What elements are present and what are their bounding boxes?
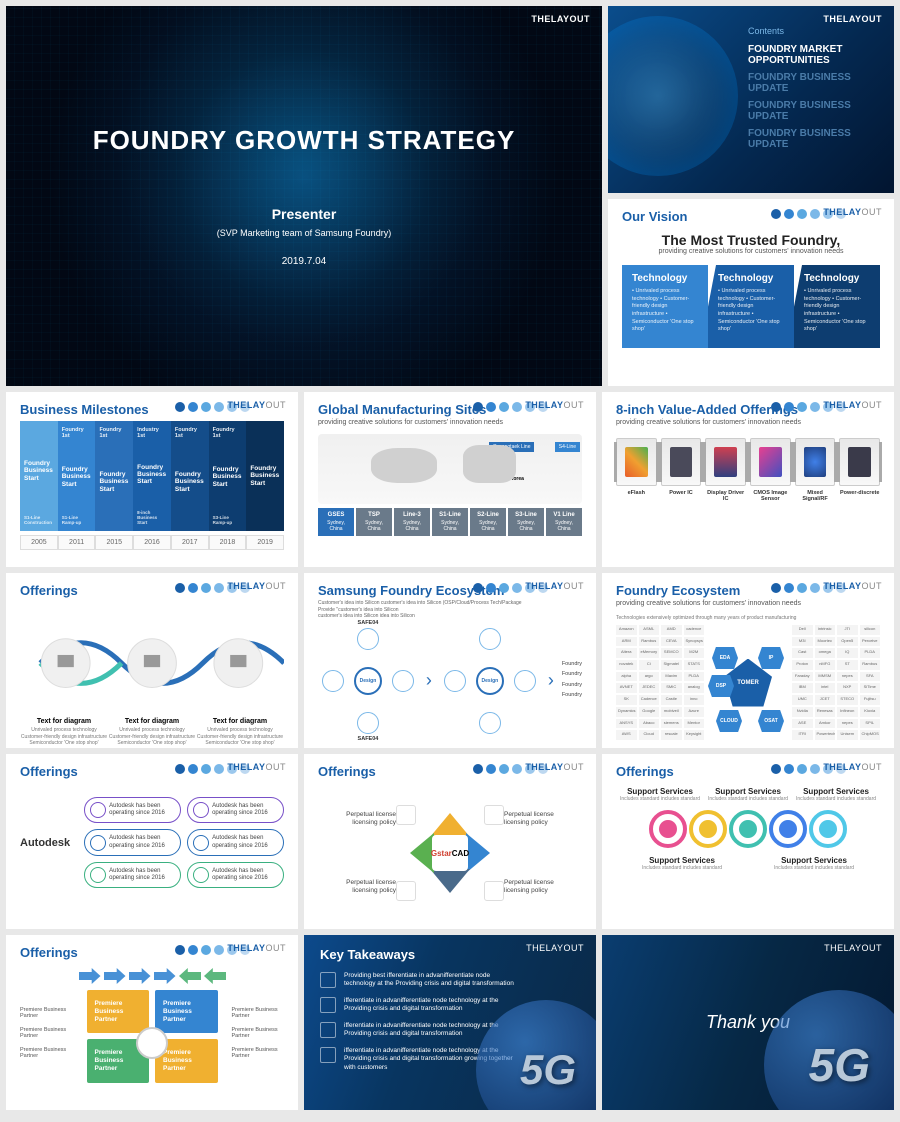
brand-logo: THELAYOUT (525, 400, 584, 410)
vision-columns: Technology• Unrivaled process technology… (622, 265, 880, 348)
support-circles (616, 810, 880, 848)
slide-gstar: THELAYOUT Offerings Perpetual license li… (304, 754, 596, 929)
partner-logos-left: AmazonASMLAMDcadenceARMRambusCEVASynopsy… (616, 625, 704, 740)
slide-foundry-eco: THELAYOUT Foundry Ecosystem providing cr… (602, 573, 894, 748)
brand-logo: THELAYOUT (525, 762, 584, 772)
brand-logo: THELAYOUT (823, 581, 882, 591)
bullet-icon (320, 1047, 336, 1063)
slide-milestones: THELAYOUT Business Milestones Foundry Bu… (6, 392, 298, 567)
brand-logo: THELAYOUT (823, 762, 882, 772)
eco-list: FoundryFoundryFoundryFoundry (562, 660, 582, 701)
eco-diagram: Design SAFE04 SAFE04 › Design › FoundryF… (318, 626, 582, 736)
feco-sub: providing creative solutions for custome… (616, 600, 880, 607)
curve-items: Text for diagramUnrivaled process techno… (20, 718, 284, 747)
document-icon (484, 805, 504, 825)
slide-key-takeaways: THELAYOUT Key Takeaways Providing best i… (304, 935, 596, 1110)
eco-bullets: Customer's idea into Silicon customer's … (318, 600, 582, 620)
slide-contents: THELAYOUT Contents FOUNDRY MARKET OPPORT… (608, 6, 894, 193)
contents-item: FOUNDRY MARKET OPPORTUNITIES (748, 44, 874, 66)
globe-icon (476, 1000, 596, 1110)
document-icon (136, 1027, 168, 1059)
document-icon (396, 805, 416, 825)
milestones-years: 2005201120152016201720182019 (20, 535, 284, 550)
brand-logo: THELAYOUT (823, 207, 882, 217)
chips-row: eFlash Power IC Display Driver IC CMOS I… (616, 438, 880, 502)
document-icon (484, 881, 504, 901)
vision-sub: providing creative solutions for custome… (622, 248, 880, 255)
brand-logo: THELAYOUT (525, 581, 584, 591)
presenter: Presenter (272, 206, 337, 222)
globe-icon (764, 990, 894, 1110)
slide-support: THELAYOUT Offerings Support ServicesIncl… (602, 754, 894, 929)
autodesk-layout: Autodesk Autodesk has been operating sin… (20, 797, 284, 888)
slide-value-added: THELAYOUT 8-inch Value-Added Offerings p… (602, 392, 894, 567)
gstar-center: GstarCAD (414, 817, 486, 889)
slide-flow: THELAYOUT Offerings Premiere Business Pa… (6, 935, 298, 1110)
contents-item: FOUNDRY BUSINESS UPDATE (748, 72, 874, 94)
milestones-chart: Foundry Business StartS1-Line Constructi… (20, 421, 284, 531)
brand-logo: THELAYOUT (227, 762, 286, 772)
date: 2019.7.04 (282, 256, 327, 267)
brand-logo: THELAYOUT (531, 14, 590, 24)
brand-logo: THELAYOUT (823, 400, 882, 410)
brand-logo: THELAYOUT (526, 943, 584, 953)
document-icon (396, 881, 416, 901)
slide-samsung-eco: THELAYOUT Samsung Foundry Ecosystem Cust… (304, 573, 596, 748)
brand-logo: THELAYOUT (227, 581, 286, 591)
slide-thank-you: THELAYOUT Thank you (602, 935, 894, 1110)
contents-item: FOUNDRY BUSINESS UPDATE (748, 128, 874, 150)
brand-logo: THELAYOUT (824, 943, 882, 953)
support-layout: Support ServicesIncludes standard includ… (616, 787, 880, 871)
sites-bar: GSESSydney, China TSPSydney, China Line-… (318, 508, 582, 536)
arrow-icon: › (426, 670, 432, 691)
slide-autodesk: THELAYOUT Offerings Autodesk Autodesk ha… (6, 754, 298, 929)
bullet-icon (320, 972, 336, 988)
flow-layout: Premiere Business PartnerPremiere Busine… (20, 968, 284, 1098)
brand-logo: THELAYOUT (823, 14, 882, 24)
value-sub: providing creative solutions for custome… (616, 419, 880, 426)
brand-logo: THELAYOUT (227, 400, 286, 410)
contents-heading: Contents (748, 26, 874, 36)
slide-title: THELAYOUT FOUNDRY GROWTH STRATEGY Presen… (6, 6, 602, 386)
partner-logos-right: DellintrinsicJTIsiliconM3IMoortecOpen5Pe… (792, 625, 880, 740)
curve-diagram (20, 608, 284, 708)
vision-headline: The Most Trusted Foundry, (622, 232, 880, 248)
eco-big-diagram: AmazonASMLAMDcadenceARMRambusCEVASynopsy… (616, 625, 880, 740)
contents-item: FOUNDRY BUSINESS UPDATE (748, 100, 874, 122)
arrow-icon: › (548, 670, 554, 691)
world-map: Pyeongtaek Line Pyeongtaek, Korea S4-Lin… (318, 434, 582, 504)
brand-logo: THELAYOUT (227, 943, 286, 953)
sites-sub: providing creative solutions for custome… (318, 419, 582, 426)
bullet-icon (320, 997, 336, 1013)
gstar-layout: Perpetual license licensing policy Perpe… (318, 793, 582, 913)
presenter-role: (SVP Marketing team of Samsung Foundry) (217, 228, 391, 238)
autodesk-logo: Autodesk (20, 837, 70, 849)
main-title: FOUNDRY GROWTH STRATEGY (93, 125, 516, 156)
bullet-icon (320, 1022, 336, 1038)
slide-vision: THELAYOUT Our Vision The Most Trusted Fo… (608, 199, 894, 386)
slide-sites: THELAYOUT Global Manufacturing Sites pro… (304, 392, 596, 567)
slide-offerings-curve: THELAYOUT Offerings Text for diagramUnri… (6, 573, 298, 748)
